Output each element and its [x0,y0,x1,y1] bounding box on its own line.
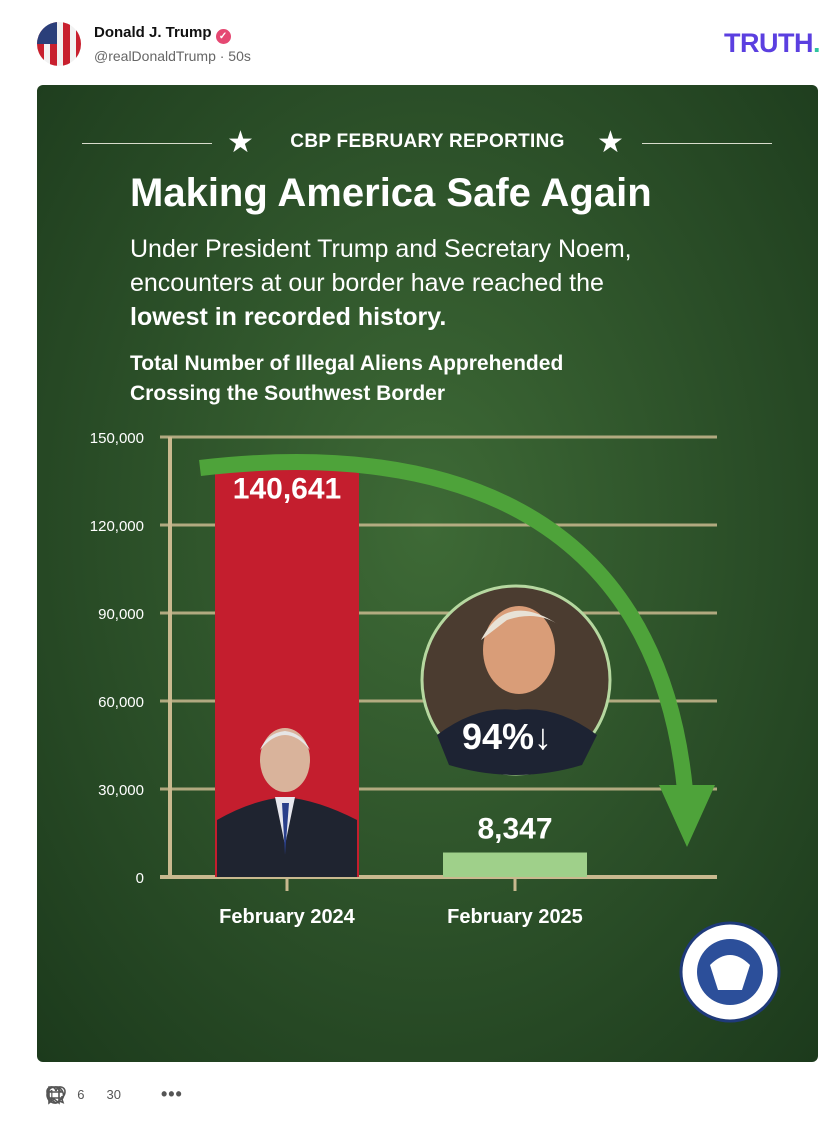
author-name[interactable]: Donald J. Trump ✓ [94,24,231,44]
chart-title: Crossing the Southwest Border [130,382,446,405]
y-tick-label: 0 [136,870,144,887]
biden-face [260,728,310,792]
x-tick-label: February 2024 [219,906,356,928]
verified-badge-icon: ✓ [215,29,231,44]
post-image[interactable]: ★ ★ CBP FEBRUARY REPORTING Making Americ… [37,85,818,1062]
bar [443,852,587,877]
image-header: CBP FEBRUARY REPORTING [290,131,565,152]
biden-tie [282,803,289,855]
chart: 0 30,000 60,000 90,000 120,000 150,000 Februar… [90,430,781,1023]
post-actions: 1 6 30 ••• [44,1084,201,1105]
like-button[interactable]: 30 [46,1086,121,1104]
y-tick-label: 30,000 [98,782,144,799]
trump-hair [481,610,559,640]
more-button[interactable]: ••• [157,1084,183,1105]
avatar[interactable] [37,22,81,66]
trend-arrow [199,454,693,791]
percent-decrease-label: 94%↓ [462,716,552,757]
data-label: 140,641 [233,472,341,505]
trend-arrowhead [659,785,715,847]
data-label: 8,347 [477,813,552,846]
truth-logo[interactable]: TRUTH. [724,28,821,58]
author-handle: @realDonaldTrump · 50s [94,48,251,64]
more-icon: ••• [160,1084,183,1104]
subtitle-line: lowest in recorded history. [130,303,447,331]
dhs-eagle [710,955,750,990]
divider [82,143,212,144]
biden-hair [260,731,310,750]
trump-face [483,606,555,694]
y-tick-label: 60,000 [98,694,144,711]
star-icon: ★ [597,126,624,159]
x-tick-label: February 2025 [447,906,583,928]
y-tick-label: 90,000 [98,606,144,623]
chart-title: Total Number of Illegal Aliens Apprehend… [130,352,564,375]
subtitle-line: encounters at our border have reached th… [130,269,604,297]
subtitle-line: Under President Trump and Secretary Noem… [130,235,632,263]
repost-button[interactable]: 6 [47,1087,84,1102]
y-tick-label: 150,000 [90,430,144,447]
trump-suit [437,709,597,775]
bookmark-icon [48,1086,60,1105]
star-icon: ★ [227,126,254,159]
biden-photo [217,797,357,877]
y-tick-label: 120,000 [90,518,144,535]
image-title: Making America Safe Again [130,171,652,215]
divider [642,143,772,144]
